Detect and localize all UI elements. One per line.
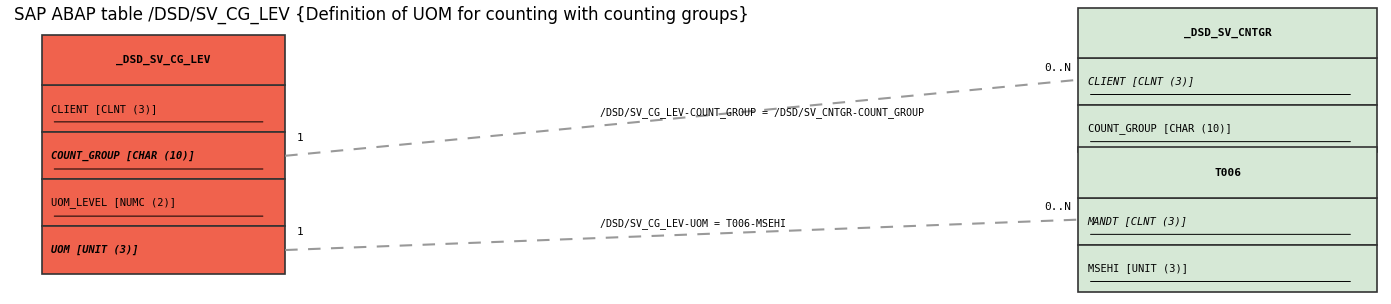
Text: CLIENT [CLNT (3)]: CLIENT [CLNT (3)] <box>51 104 157 114</box>
Text: MANDT [CLNT (3)]: MANDT [CLNT (3)] <box>1088 216 1188 226</box>
Text: UOM [UNIT (3)]: UOM [UNIT (3)] <box>51 245 139 255</box>
Text: _DSD_SV_CNTGR: _DSD_SV_CNTGR <box>1184 28 1271 38</box>
Text: COUNT_GROUP [CHAR (10)]: COUNT_GROUP [CHAR (10)] <box>51 151 195 161</box>
Text: 0..N: 0..N <box>1045 63 1071 73</box>
FancyBboxPatch shape <box>42 85 285 132</box>
FancyBboxPatch shape <box>1078 8 1377 58</box>
FancyBboxPatch shape <box>1078 105 1377 152</box>
Text: MSEHI [UNIT (3)]: MSEHI [UNIT (3)] <box>1088 263 1188 273</box>
Text: 0..N: 0..N <box>1045 202 1071 212</box>
Text: _DSD_SV_CG_LEV: _DSD_SV_CG_LEV <box>117 55 210 65</box>
Text: CLIENT [CLNT (3)]: CLIENT [CLNT (3)] <box>1088 76 1193 86</box>
Text: /DSD/SV_CG_LEV-COUNT_GROUP = /DSD/SV_CNTGR-COUNT_GROUP: /DSD/SV_CG_LEV-COUNT_GROUP = /DSD/SV_CNT… <box>601 107 925 118</box>
Text: T006: T006 <box>1214 168 1241 178</box>
FancyBboxPatch shape <box>1078 147 1377 198</box>
FancyBboxPatch shape <box>1078 245 1377 292</box>
Text: UOM_LEVEL [NUMC (2)]: UOM_LEVEL [NUMC (2)] <box>51 198 177 208</box>
FancyBboxPatch shape <box>42 132 285 179</box>
FancyBboxPatch shape <box>1078 58 1377 105</box>
FancyBboxPatch shape <box>42 226 285 274</box>
Text: 1: 1 <box>296 227 303 237</box>
Text: COUNT_GROUP [CHAR (10)]: COUNT_GROUP [CHAR (10)] <box>1088 123 1231 134</box>
Text: /DSD/SV_CG_LEV-UOM = T006-MSEHI: /DSD/SV_CG_LEV-UOM = T006-MSEHI <box>601 219 786 230</box>
Text: 1: 1 <box>296 133 303 143</box>
FancyBboxPatch shape <box>42 179 285 226</box>
FancyBboxPatch shape <box>42 35 285 85</box>
Text: SAP ABAP table /DSD/SV_CG_LEV {Definition of UOM for counting with counting grou: SAP ABAP table /DSD/SV_CG_LEV {Definitio… <box>14 6 748 24</box>
FancyBboxPatch shape <box>1078 198 1377 245</box>
